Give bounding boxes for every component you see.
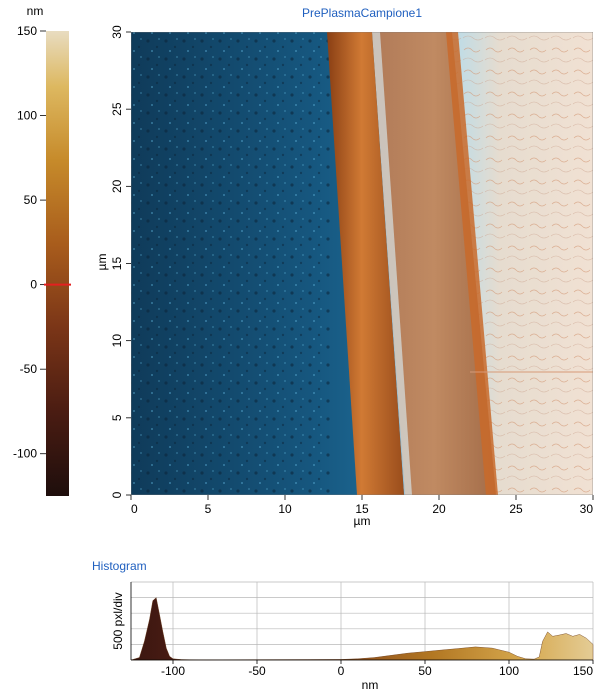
scan-x-tick-label: 0 [131, 502, 138, 516]
scan-x-ticks: 0 5 10 15 20 25 30 [130, 495, 594, 516]
scan-y-tick-label: 20 [110, 179, 124, 193]
scan-y-tick-label: 0 [110, 491, 124, 498]
histogram-y-axis-label: 500 pxl/div [111, 592, 125, 649]
histogram-x-tick-label: 100 [499, 664, 519, 678]
colorbar-tick-label: 50 [24, 193, 38, 207]
image-title: PrePlasmaCampione1 [302, 6, 422, 20]
histogram-plot [130, 581, 594, 661]
scan-y-ticks: 0 5 10 15 20 25 30 [110, 25, 131, 498]
histogram-grid [131, 581, 594, 660]
colorbar-tick-label: 100 [17, 109, 37, 123]
histogram-x-tick-label: 150 [573, 664, 593, 678]
scan-y-tick-label: 15 [110, 257, 124, 271]
scan-x-tick-label: 25 [509, 502, 523, 516]
scan-y-axis-label: µm [95, 254, 109, 271]
colorbar-tick-label: -100 [13, 447, 37, 461]
scan-x-tick-label: 5 [205, 502, 212, 516]
histogram-x-tick-label: -100 [161, 664, 185, 678]
scan-x-tick-label: 30 [580, 502, 594, 516]
colorbar-tick-label: 150 [17, 24, 37, 38]
scan-x-axis-label: µm [354, 514, 371, 528]
scan-y-tick-label: 5 [110, 414, 124, 421]
colorbar-tick-label: -50 [20, 362, 38, 376]
histogram-area [130, 597, 594, 661]
scan-x-tick-label: 20 [432, 502, 446, 516]
colorbar-ticks: 150 100 50 0 -50 -100 [13, 24, 46, 461]
scan-x-tick-label: 15 [355, 502, 369, 516]
histogram-title: Histogram [92, 559, 147, 573]
histogram-x-tick-label: 0 [338, 664, 345, 678]
ridge-region [327, 32, 404, 495]
colorbar-tick-label: 0 [30, 278, 37, 292]
afm-height-image [131, 32, 593, 495]
scan-y-tick-label: 10 [110, 334, 124, 348]
histogram-x-tick-label: 50 [418, 664, 432, 678]
colorbar [46, 31, 69, 496]
histogram-x-ticks: -100 -50 0 50 100 150 [161, 660, 594, 678]
scan-y-tick-label: 30 [110, 25, 124, 39]
scan-y-tick-label: 25 [110, 102, 124, 116]
scan-x-tick-label: 10 [278, 502, 292, 516]
histogram-x-axis-label: nm [362, 678, 379, 692]
colorbar-unit: nm [27, 4, 44, 18]
histogram-x-tick-label: -50 [248, 664, 266, 678]
